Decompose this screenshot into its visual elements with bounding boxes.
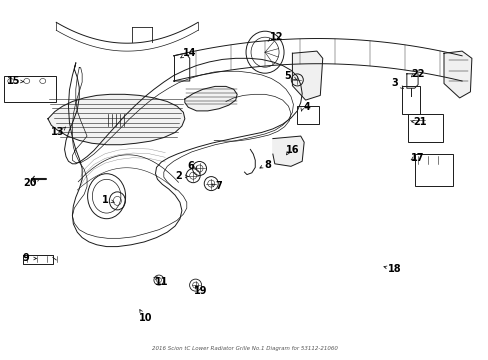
- Text: 15: 15: [7, 76, 20, 86]
- Text: 11: 11: [154, 276, 168, 287]
- Text: 21: 21: [412, 117, 426, 127]
- Text: 10: 10: [139, 312, 152, 323]
- Text: 19: 19: [193, 286, 207, 296]
- Text: 17: 17: [410, 153, 424, 163]
- Text: 13: 13: [51, 127, 64, 138]
- Text: 14: 14: [183, 48, 196, 58]
- Text: 20: 20: [23, 178, 37, 188]
- Text: 9: 9: [22, 253, 29, 264]
- Text: 4: 4: [303, 102, 310, 112]
- Text: 7: 7: [215, 181, 222, 192]
- Polygon shape: [292, 51, 322, 100]
- Text: 5: 5: [284, 71, 290, 81]
- Text: 8: 8: [264, 160, 271, 170]
- Text: 16: 16: [285, 145, 299, 156]
- Text: 2: 2: [175, 171, 182, 181]
- Polygon shape: [443, 51, 471, 98]
- Text: 6: 6: [187, 161, 194, 171]
- Text: 3: 3: [391, 78, 398, 88]
- Polygon shape: [48, 94, 184, 145]
- Polygon shape: [184, 86, 237, 111]
- Text: 18: 18: [387, 264, 401, 274]
- Text: 22: 22: [410, 69, 424, 79]
- Polygon shape: [272, 136, 304, 166]
- Text: 2016 Scion tC Lower Radiator Grille No.1 Diagram for 53112-21060: 2016 Scion tC Lower Radiator Grille No.1…: [151, 346, 337, 351]
- Text: 12: 12: [269, 32, 283, 42]
- Bar: [4, 76, 56, 102]
- Text: 1: 1: [102, 195, 108, 205]
